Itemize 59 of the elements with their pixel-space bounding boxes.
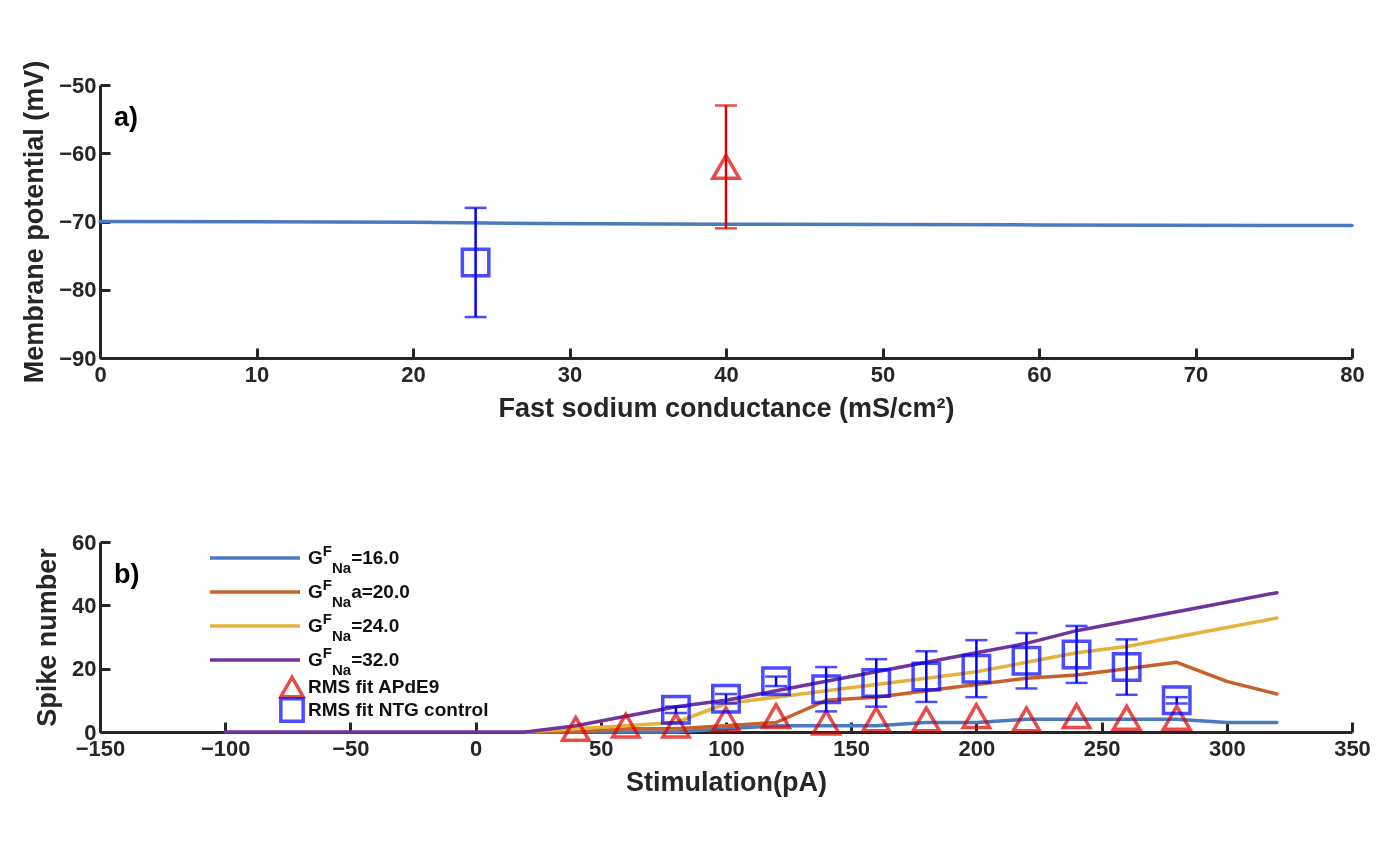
x-tick-label: 350 bbox=[1334, 735, 1371, 761]
y-axis-title: Spike number bbox=[32, 547, 63, 727]
point bbox=[1011, 706, 1042, 733]
x-tick-label: 300 bbox=[1208, 735, 1246, 761]
legend-label: G$^{F}$$_{Na}$=24.0 bbox=[308, 609, 400, 644]
point bbox=[1111, 652, 1142, 683]
x-axis-title: Fast sodium conductance (mS/cm²) bbox=[498, 392, 955, 423]
point bbox=[610, 712, 641, 739]
legend-label: RMS fit NTG control bbox=[308, 699, 489, 720]
y-tick-label: −80 bbox=[59, 277, 97, 303]
x-tick-label: 80 bbox=[1340, 361, 1365, 387]
x-axis-title: Stimulation(pA) bbox=[626, 766, 827, 797]
x-tick-label: 70 bbox=[1183, 361, 1209, 387]
point bbox=[961, 702, 992, 730]
x-tick-label: 200 bbox=[958, 735, 996, 761]
x-tick-label: 50 bbox=[870, 361, 896, 387]
x-tick-label: 30 bbox=[557, 361, 583, 387]
annotation: b) bbox=[114, 559, 140, 589]
point bbox=[560, 715, 591, 743]
y-axis-title: Membrane potential (mV) bbox=[19, 60, 50, 384]
y-tick-label: 60 bbox=[72, 529, 97, 555]
point bbox=[761, 666, 792, 697]
y-tick-label: −90 bbox=[59, 345, 97, 371]
y-tick-label: 20 bbox=[72, 656, 97, 682]
point bbox=[811, 674, 842, 705]
x-tick-label: 20 bbox=[401, 361, 426, 387]
point bbox=[961, 653, 992, 684]
x-tick-label: 250 bbox=[1083, 735, 1121, 761]
y-tick-label: −60 bbox=[59, 140, 97, 166]
point bbox=[861, 667, 892, 698]
x-tick-label: 100 bbox=[708, 735, 745, 761]
point bbox=[1161, 685, 1192, 716]
annotation: a) bbox=[114, 102, 139, 132]
y-tick-label: 40 bbox=[72, 592, 97, 618]
point bbox=[861, 706, 892, 733]
x-tick-label: 150 bbox=[833, 735, 871, 761]
x-tick-label: 50 bbox=[589, 735, 614, 761]
point bbox=[711, 683, 741, 714]
legend-label: G$^{F}$$_{Na}$a=20.0 bbox=[308, 575, 410, 610]
x-tick-label: 10 bbox=[244, 361, 270, 387]
point bbox=[911, 661, 942, 692]
x-tick-label: 60 bbox=[1027, 361, 1052, 387]
legend-label: G$^{F}$$_{Na}$=32.0 bbox=[308, 643, 400, 678]
point bbox=[1161, 704, 1192, 731]
y-tick-label: −70 bbox=[59, 209, 97, 234]
x-tick-label: 0 bbox=[469, 735, 483, 761]
point bbox=[1061, 639, 1092, 670]
point bbox=[1011, 645, 1042, 676]
point bbox=[761, 702, 792, 730]
legend-label: G$^{F}$$_{Na}$=16.0 bbox=[308, 541, 400, 576]
legend-label: RMS fit APdE9 bbox=[308, 676, 440, 697]
y-tick-label: −50 bbox=[59, 72, 97, 98]
x-tick-label: 40 bbox=[714, 361, 739, 387]
x-tick-label: −50 bbox=[332, 735, 370, 761]
point bbox=[1110, 702, 1143, 731]
point bbox=[1061, 702, 1092, 730]
point bbox=[660, 694, 691, 725]
point bbox=[911, 706, 942, 733]
x-tick-label: −100 bbox=[200, 735, 251, 761]
